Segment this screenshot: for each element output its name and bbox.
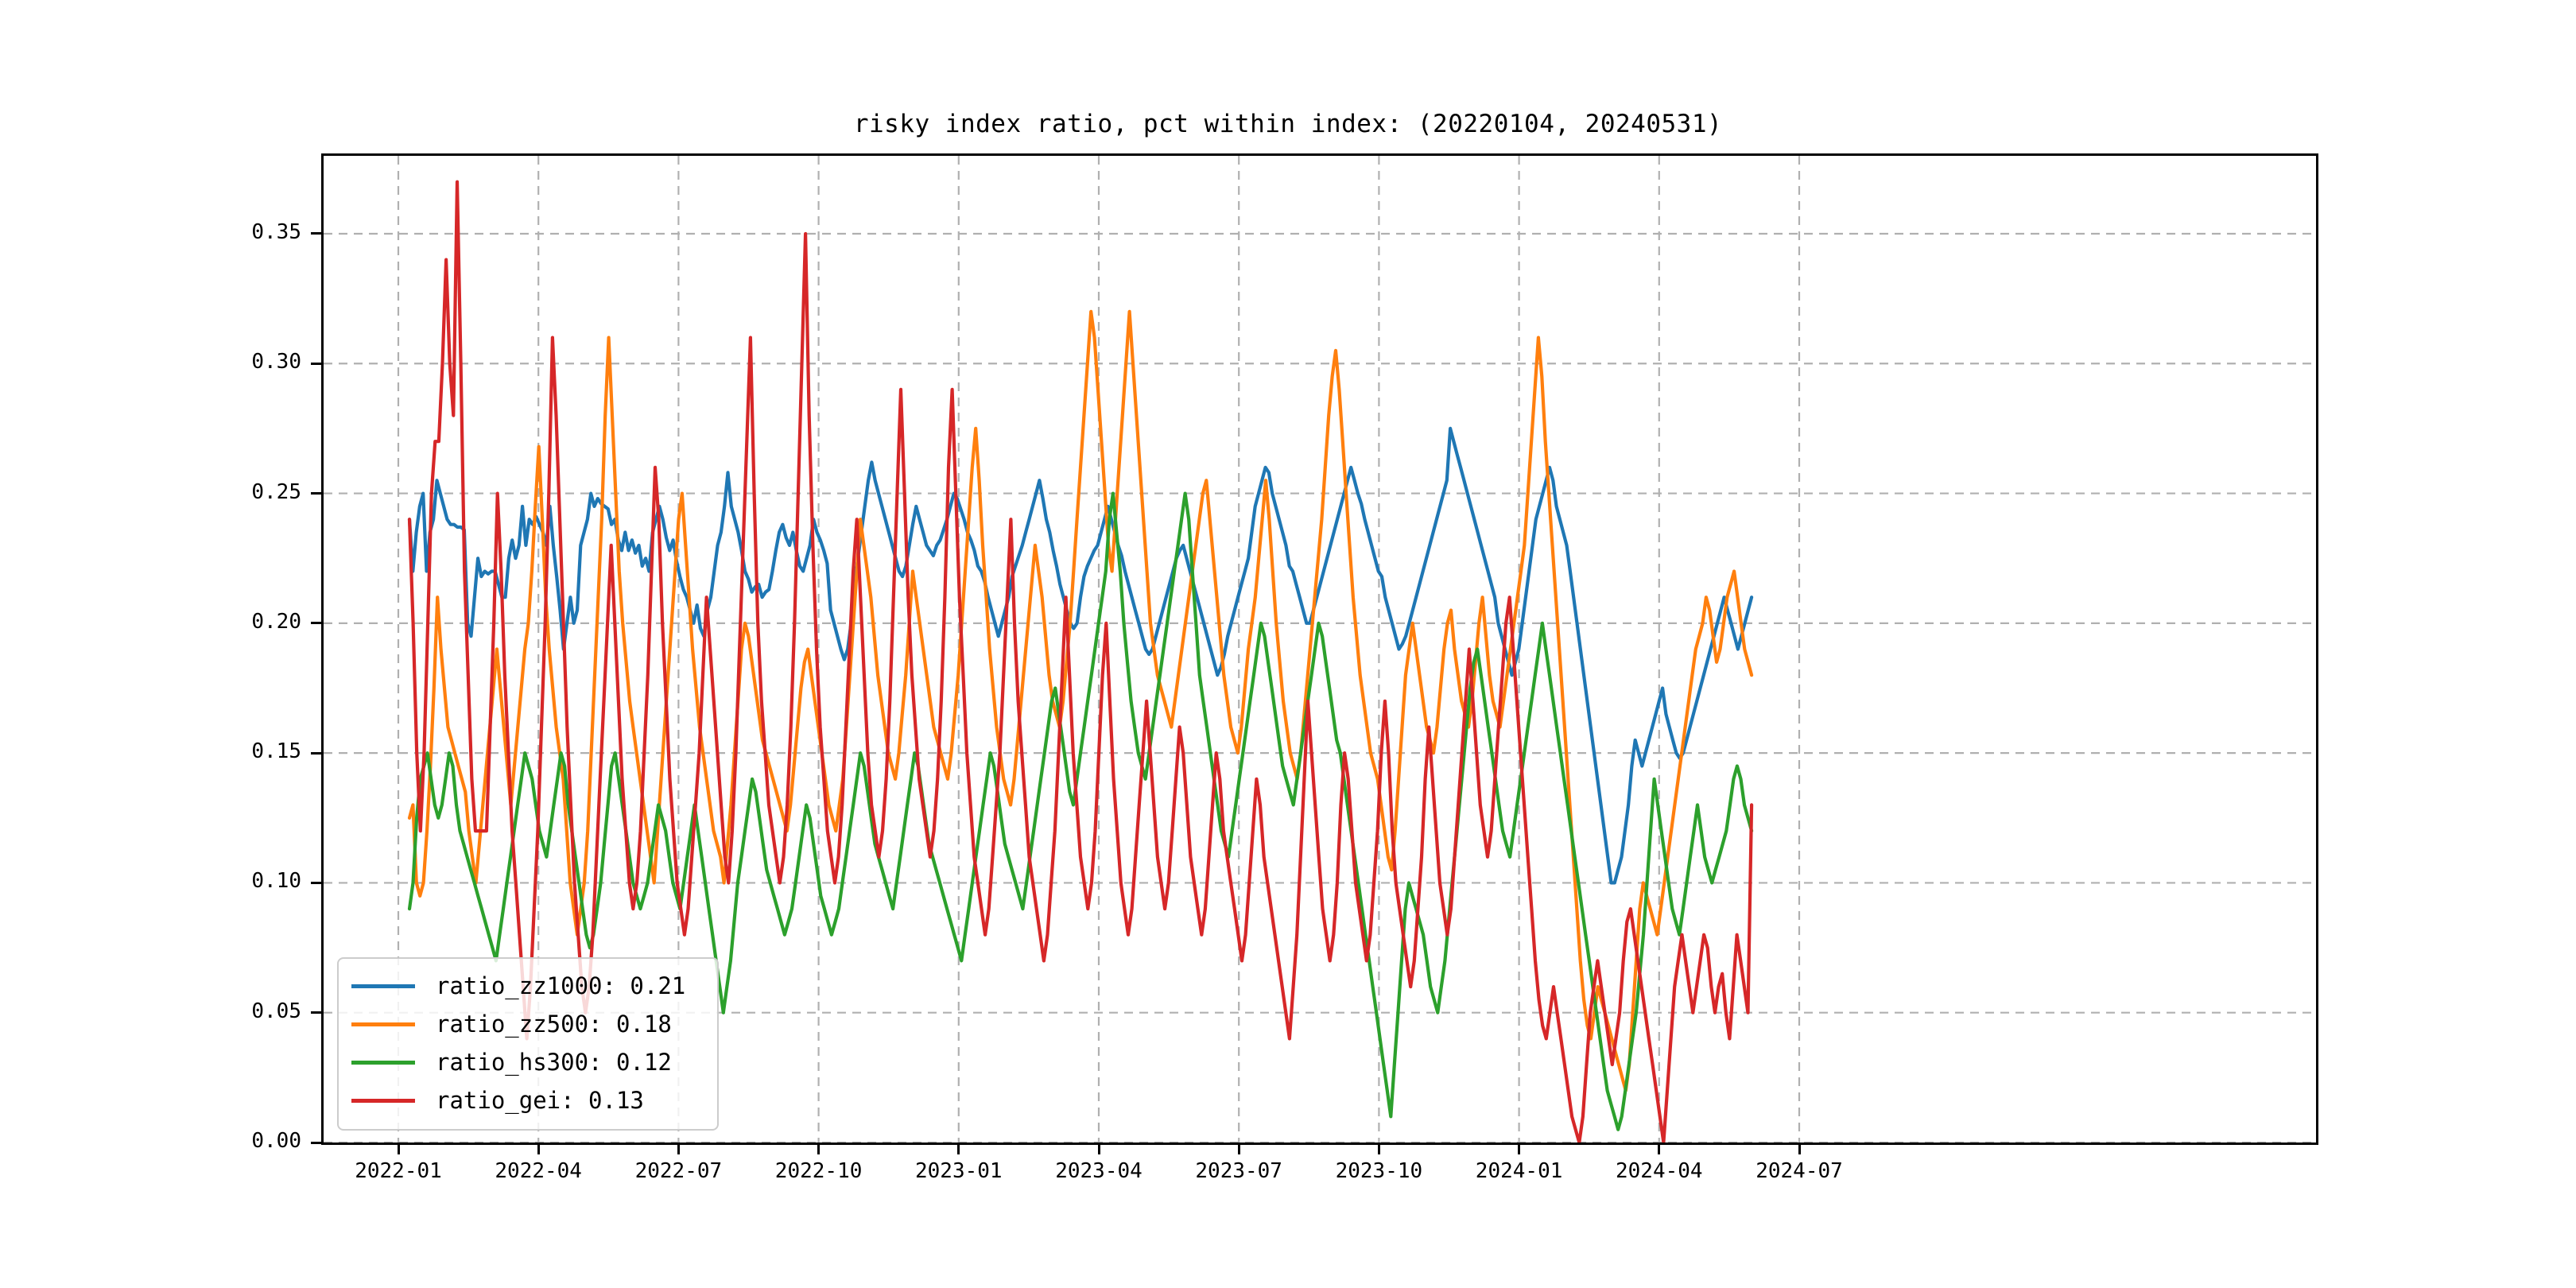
series-line-ratio_zz500: [407, 309, 1754, 1092]
x-tick-mark: [1377, 1144, 1380, 1154]
x-tick-mark: [1658, 1144, 1661, 1154]
legend-color-swatch: [351, 983, 415, 988]
x-tick-label: 2023-07: [1195, 1159, 1282, 1183]
legend-item[interactable]: ratio_zz1000: 0.21: [351, 967, 704, 1005]
x-tick-label: 2022-10: [774, 1159, 863, 1183]
y-tick-mark: [311, 1141, 321, 1144]
y-tick-mark: [311, 881, 321, 884]
legend-item[interactable]: ratio_hs300: 0.12: [351, 1043, 704, 1081]
series-line-ratio_hs300: [407, 491, 1754, 1131]
x-tick-label: 2023-01: [915, 1159, 1003, 1183]
x-tick-label: 2022-04: [495, 1159, 582, 1183]
series-line-ratio_gei: [407, 180, 1754, 1143]
x-tick-label: 2023-10: [1335, 1159, 1423, 1183]
legend-item[interactable]: ratio_gei: 0.13: [351, 1081, 704, 1119]
legend-color-swatch: [351, 1022, 415, 1026]
legend-item-label: ratio_hs300: 0.12: [436, 1049, 672, 1076]
y-tick-mark: [311, 362, 321, 365]
y-tick-mark: [311, 492, 321, 495]
legend-color-swatch: [351, 1060, 415, 1065]
series-lines: [407, 180, 1754, 1143]
x-tick-mark: [677, 1144, 680, 1154]
x-tick-mark: [957, 1144, 960, 1154]
x-tick-label: 2024-01: [1475, 1159, 1563, 1183]
x-tick-mark: [817, 1144, 821, 1154]
x-tick-mark: [1097, 1144, 1100, 1154]
x-tick-label: 2022-01: [355, 1159, 442, 1183]
y-tick-label: 0.35: [251, 219, 301, 244]
x-tick-mark: [397, 1144, 400, 1154]
y-tick-mark: [311, 232, 321, 235]
legend-item-label: ratio_gei: 0.13: [436, 1087, 644, 1114]
page-title: risky index ratio, pct within index: (20…: [853, 110, 1723, 138]
x-tick-label: 2023-04: [1055, 1159, 1143, 1183]
legend-item[interactable]: ratio_zz500: 0.18: [351, 1005, 704, 1043]
y-tick-label: 0.00: [251, 1129, 301, 1153]
x-tick-mark: [1518, 1144, 1521, 1154]
y-tick-mark: [311, 751, 321, 755]
x-tick-label: 2024-07: [1755, 1159, 1843, 1183]
x-tick-label: 2022-07: [634, 1159, 723, 1183]
y-tick-mark: [311, 1011, 321, 1014]
series-line-ratio_zz1000: [407, 426, 1754, 885]
x-tick-mark: [1798, 1144, 1801, 1154]
y-tick-label: 0.20: [251, 609, 301, 634]
y-tick-label: 0.10: [251, 869, 301, 894]
x-tick-mark: [537, 1144, 540, 1154]
x-tick-label: 2024-04: [1616, 1159, 1703, 1183]
y-tick-label: 0.15: [251, 739, 301, 764]
y-tick-label: 0.05: [251, 999, 301, 1023]
y-tick-label: 0.30: [251, 350, 301, 374]
y-tick-mark: [311, 622, 321, 625]
legend[interactable]: ratio_zz1000: 0.21 ratio_zz500: 0.18 ratio…: [337, 957, 719, 1131]
legend-color-swatch: [351, 1098, 415, 1103]
y-tick-label: 0.25: [251, 479, 301, 504]
legend-item-label: ratio_zz500: 0.18: [436, 1011, 672, 1038]
legend-item-label: ratio_zz1000: 0.21: [436, 972, 686, 999]
x-tick-mark: [1237, 1144, 1240, 1154]
